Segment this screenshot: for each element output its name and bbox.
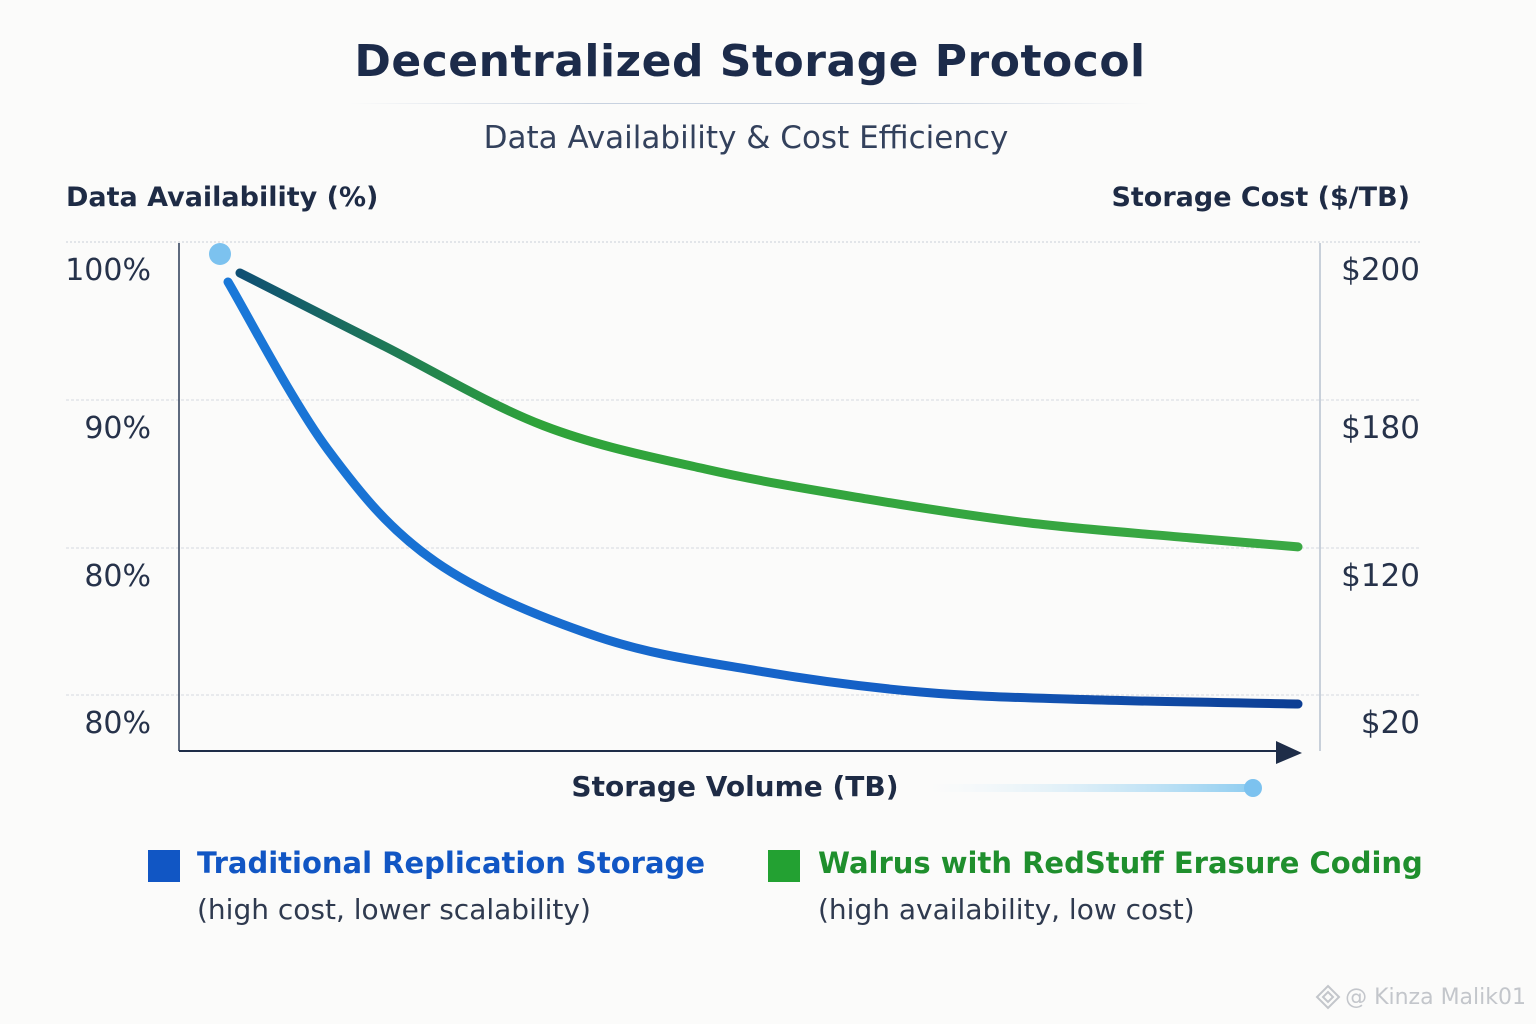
x-axis-arrow-icon [1276,741,1302,764]
left-tick-label: 80% [84,706,151,741]
tick-labels: 100% $200 90% $180 80% $120 80% $20 [65,252,1420,741]
watermark: @ Kinza Malik01 [1315,984,1526,1010]
watermark-text: @ Kinza Malik01 [1345,984,1526,1010]
legend-desc-walrus: (high availability, low cost) [818,893,1195,926]
legend-label-traditional: Traditional Replication Storage [197,846,705,880]
left-tick-label: 100% [65,253,151,288]
left-tick-label: 80% [84,559,151,594]
legend-desc-traditional: (high cost, lower scalability) [197,893,591,926]
legend-swatch-walrus [768,850,800,882]
left-axis-title: Data Availability (%) [66,182,379,213]
start-point-marker [209,243,231,265]
right-tick-label: $20 [1361,705,1420,741]
x-axis-slider-track[interactable] [930,784,1252,792]
chart-title: Decentralized Storage Protocol [354,36,1146,87]
series [209,243,1303,709]
legend-swatch-traditional [148,850,180,882]
legend-label-walrus: Walrus with RedStuff Erasure Coding [818,846,1423,880]
series-line-walrus [235,268,1303,552]
right-tick-label: $180 [1341,410,1420,446]
diamond-logo-icon [1315,984,1341,1010]
x-axis-label: Storage Volume (TB) [571,770,898,803]
chart-subtitle: Data Availability & Cost Efficiency [483,120,1009,156]
axes [178,243,1321,764]
right-tick-label: $200 [1341,252,1420,288]
title-divider [350,103,1150,104]
right-tick-label: $120 [1341,558,1420,594]
gridlines [66,241,1420,696]
left-tick-label: 90% [84,411,151,446]
series-line-traditional [223,277,1303,709]
x-axis-slider-handle[interactable] [1244,779,1262,797]
right-axis-title: Storage Cost ($/TB) [1111,182,1410,213]
